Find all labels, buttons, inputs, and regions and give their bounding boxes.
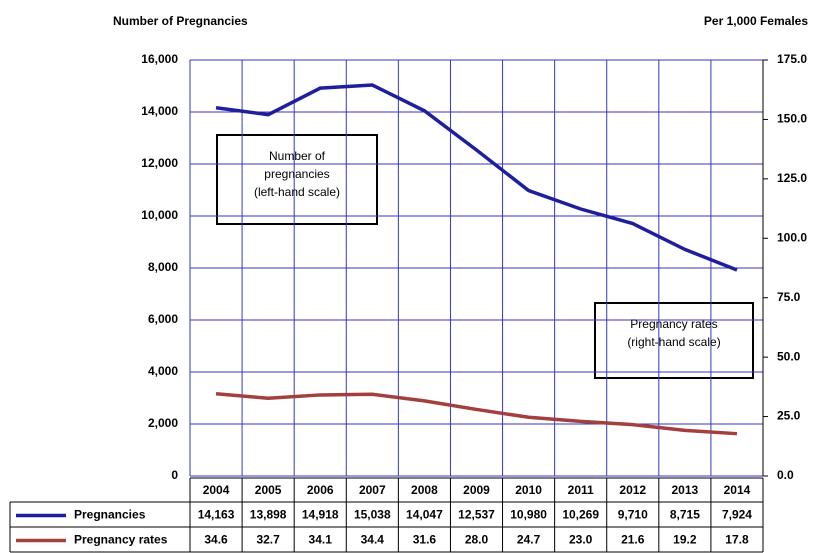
y2-tick-label: 0.0 <box>777 468 794 482</box>
y-tick-label: 14,000 <box>141 104 178 118</box>
y2-tick-label: 150.0 <box>777 112 807 126</box>
x-tick-label: 2006 <box>307 483 334 497</box>
x-tick-label: 2013 <box>672 483 699 497</box>
grid <box>189 59 764 477</box>
table-value: 23.0 <box>569 533 593 547</box>
x-tick-label: 2004 <box>203 483 230 497</box>
x-tick-label: 2005 <box>255 483 282 497</box>
x-tick-label: 2008 <box>411 483 438 497</box>
y2-tick-label: 175.0 <box>777 52 807 66</box>
annotation-text: Pregnancy rates <box>630 317 717 331</box>
x-tick-label: 2007 <box>359 483 386 497</box>
table-value: 10,269 <box>562 508 599 522</box>
table-value: 14,918 <box>302 508 339 522</box>
y2-tick-label: 25.0 <box>777 409 801 423</box>
table-value: 9,710 <box>618 508 648 522</box>
series-line <box>215 83 738 272</box>
x-tick-label: 2009 <box>463 483 490 497</box>
y-tick-label: 0 <box>171 468 178 482</box>
annotation-box <box>216 134 378 225</box>
y2-tick-label: 100.0 <box>777 230 807 244</box>
y-axis-label: Number of Pregnancies <box>113 14 248 28</box>
annotation-text: (left-hand scale) <box>254 185 340 199</box>
table-value: 34.4 <box>361 533 385 547</box>
y-tick-label: 2,000 <box>148 416 178 430</box>
y2-tick-label: 75.0 <box>777 290 801 304</box>
legend-label: Pregnancy rates <box>74 533 168 547</box>
y-tick-label: 8,000 <box>148 260 178 274</box>
annotation-text: (right-hand scale) <box>627 335 720 349</box>
table-value: 13,898 <box>250 508 287 522</box>
table-value: 21.6 <box>621 533 645 547</box>
table-value: 10,980 <box>510 508 547 522</box>
y-tick-label: 16,000 <box>141 52 178 66</box>
table-value: 24.7 <box>517 533 541 547</box>
y-tick-label: 6,000 <box>148 312 178 326</box>
legend-label: Pregnancies <box>74 508 146 522</box>
y2-tick-label: 50.0 <box>777 349 801 363</box>
table-value: 14,163 <box>198 508 235 522</box>
x-tick-label: 2011 <box>568 483 594 497</box>
table-value: 31.6 <box>413 533 437 547</box>
table-value: 14,047 <box>406 508 443 522</box>
x-tick-label: 2014 <box>724 483 751 497</box>
x-tick-label: 2010 <box>515 483 542 497</box>
x-tick-label: 2012 <box>619 483 646 497</box>
y-tick-label: 12,000 <box>141 156 178 170</box>
y2-axis-label: Per 1,000 Females <box>704 14 808 28</box>
table-value: 17.8 <box>725 533 749 547</box>
series-line <box>215 392 738 436</box>
table-value: 34.1 <box>309 533 333 547</box>
table-value: 34.6 <box>204 533 228 547</box>
table-value: 7,924 <box>722 508 752 522</box>
y2-tick-label: 125.0 <box>777 171 807 185</box>
y-tick-label: 4,000 <box>148 364 178 378</box>
table-value: 8,715 <box>670 508 700 522</box>
annotation-box <box>594 302 754 379</box>
y-tick-label: 10,000 <box>141 208 178 222</box>
table-value: 32.7 <box>256 533 280 547</box>
annotation-text: pregnancies <box>264 167 329 181</box>
table-value: 12,537 <box>458 508 495 522</box>
annotation-text: Number of <box>269 149 326 163</box>
table-value: 19.2 <box>673 533 697 547</box>
table-value: 15,038 <box>354 508 391 522</box>
table-value: 28.0 <box>465 533 489 547</box>
